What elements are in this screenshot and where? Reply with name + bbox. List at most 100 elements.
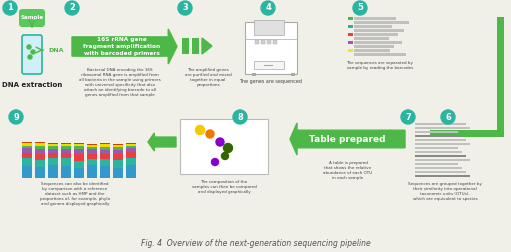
- FancyBboxPatch shape: [48, 146, 58, 149]
- Text: 8: 8: [237, 112, 243, 121]
- Circle shape: [27, 45, 31, 49]
- FancyBboxPatch shape: [354, 25, 392, 28]
- FancyBboxPatch shape: [22, 143, 32, 146]
- FancyBboxPatch shape: [415, 163, 458, 165]
- Polygon shape: [290, 123, 405, 155]
- FancyBboxPatch shape: [245, 22, 297, 74]
- FancyBboxPatch shape: [113, 150, 123, 154]
- Circle shape: [401, 110, 415, 124]
- Text: The sequences are separated by
sample by reading the barcodes: The sequences are separated by sample by…: [346, 61, 413, 70]
- Text: 4: 4: [265, 4, 271, 13]
- FancyBboxPatch shape: [354, 33, 398, 36]
- FancyBboxPatch shape: [48, 149, 58, 153]
- FancyBboxPatch shape: [254, 61, 284, 69]
- FancyBboxPatch shape: [415, 122, 466, 125]
- FancyBboxPatch shape: [48, 158, 58, 165]
- FancyBboxPatch shape: [415, 171, 466, 173]
- Polygon shape: [202, 38, 212, 54]
- FancyBboxPatch shape: [192, 38, 199, 54]
- FancyBboxPatch shape: [273, 40, 277, 44]
- FancyBboxPatch shape: [415, 127, 470, 129]
- Circle shape: [28, 55, 32, 59]
- FancyBboxPatch shape: [430, 130, 497, 137]
- Text: 16S rRNA gene
fragment amplification
with barcoded primers: 16S rRNA gene fragment amplification wit…: [83, 37, 160, 56]
- Circle shape: [261, 1, 275, 15]
- FancyBboxPatch shape: [348, 33, 353, 36]
- FancyBboxPatch shape: [35, 154, 45, 160]
- FancyBboxPatch shape: [113, 147, 123, 150]
- FancyBboxPatch shape: [354, 29, 404, 32]
- Circle shape: [223, 143, 233, 152]
- FancyBboxPatch shape: [48, 143, 58, 144]
- FancyBboxPatch shape: [113, 161, 123, 168]
- FancyBboxPatch shape: [87, 147, 97, 149]
- FancyBboxPatch shape: [415, 159, 470, 161]
- FancyBboxPatch shape: [415, 150, 462, 153]
- FancyBboxPatch shape: [415, 139, 466, 141]
- FancyBboxPatch shape: [61, 143, 71, 144]
- FancyBboxPatch shape: [100, 147, 110, 150]
- Text: 9: 9: [13, 112, 19, 121]
- FancyBboxPatch shape: [415, 142, 470, 145]
- FancyBboxPatch shape: [100, 143, 110, 144]
- FancyBboxPatch shape: [22, 35, 42, 74]
- Text: Sequences are grouped together by
their similarity into operational
taxonomic un: Sequences are grouped together by their …: [408, 182, 482, 201]
- Circle shape: [9, 110, 23, 124]
- Circle shape: [233, 110, 247, 124]
- FancyBboxPatch shape: [74, 144, 84, 146]
- FancyBboxPatch shape: [354, 21, 409, 24]
- FancyBboxPatch shape: [252, 73, 256, 76]
- FancyBboxPatch shape: [497, 17, 504, 137]
- FancyBboxPatch shape: [22, 146, 32, 148]
- FancyBboxPatch shape: [100, 159, 110, 167]
- FancyBboxPatch shape: [415, 146, 458, 149]
- FancyBboxPatch shape: [35, 143, 45, 146]
- FancyBboxPatch shape: [354, 53, 406, 56]
- Text: The amplified genes
are purified and mixed
together in equal
proportions: The amplified genes are purified and mix…: [184, 68, 231, 87]
- Text: A table is prepared
that shows the relative
abundance of each OTU
in each sample: A table is prepared that shows the relat…: [323, 161, 373, 180]
- FancyBboxPatch shape: [35, 146, 45, 149]
- Circle shape: [353, 1, 367, 15]
- Text: The composition of the
samples can then be compared
and displayed graphically: The composition of the samples can then …: [192, 180, 257, 194]
- FancyBboxPatch shape: [182, 38, 189, 54]
- FancyBboxPatch shape: [87, 144, 97, 145]
- FancyBboxPatch shape: [61, 153, 71, 158]
- FancyBboxPatch shape: [354, 37, 389, 40]
- Circle shape: [212, 159, 219, 166]
- FancyBboxPatch shape: [35, 149, 45, 154]
- Text: 5: 5: [357, 4, 363, 13]
- FancyBboxPatch shape: [348, 49, 353, 52]
- FancyBboxPatch shape: [22, 153, 32, 158]
- Text: 7: 7: [405, 112, 411, 121]
- FancyBboxPatch shape: [87, 165, 97, 178]
- FancyBboxPatch shape: [126, 148, 136, 152]
- FancyBboxPatch shape: [22, 142, 32, 143]
- Text: Fig. 4  Overview of the next-generation sequencing pipeline: Fig. 4 Overview of the next-generation s…: [141, 239, 371, 248]
- Polygon shape: [148, 133, 176, 151]
- FancyBboxPatch shape: [35, 167, 45, 178]
- FancyBboxPatch shape: [348, 41, 353, 44]
- FancyBboxPatch shape: [22, 158, 32, 166]
- Text: 1: 1: [7, 4, 13, 13]
- Text: 6: 6: [445, 112, 451, 121]
- FancyBboxPatch shape: [255, 40, 259, 44]
- FancyBboxPatch shape: [87, 159, 97, 165]
- FancyBboxPatch shape: [415, 154, 466, 157]
- Text: 3: 3: [182, 4, 188, 13]
- Circle shape: [216, 138, 224, 146]
- FancyBboxPatch shape: [126, 144, 136, 146]
- Circle shape: [3, 1, 17, 15]
- FancyBboxPatch shape: [126, 158, 136, 165]
- FancyBboxPatch shape: [48, 153, 58, 158]
- Text: Table prepared: Table prepared: [309, 135, 385, 143]
- FancyBboxPatch shape: [87, 145, 97, 147]
- Circle shape: [206, 130, 214, 138]
- Text: 2: 2: [69, 4, 75, 13]
- Circle shape: [178, 1, 192, 15]
- FancyBboxPatch shape: [48, 165, 58, 178]
- FancyBboxPatch shape: [126, 143, 136, 144]
- FancyBboxPatch shape: [100, 154, 110, 159]
- FancyBboxPatch shape: [415, 135, 462, 137]
- FancyBboxPatch shape: [22, 148, 32, 153]
- FancyBboxPatch shape: [87, 149, 97, 154]
